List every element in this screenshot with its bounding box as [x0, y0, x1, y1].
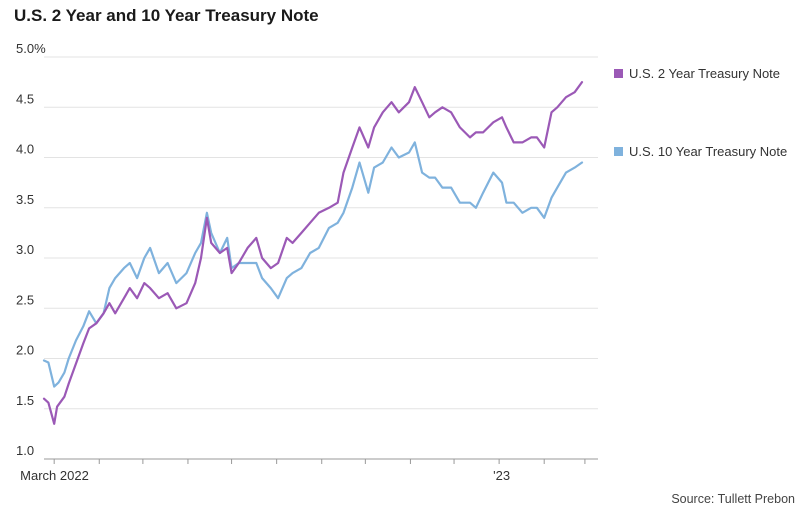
legend-swatch: [614, 147, 623, 156]
chart-title: U.S. 2 Year and 10 Year Treasury Note: [14, 6, 319, 25]
series-line-10yr: [42, 141, 584, 388]
series-line-2yr: [42, 81, 584, 425]
x-axis: March 2022 '23: [20, 458, 598, 483]
y-tick-label: 5.0%: [16, 41, 46, 56]
x-tick-label: March 2022: [20, 468, 89, 483]
y-tick-label: 1.0: [16, 443, 34, 458]
y-tick-label: 1.5: [16, 393, 34, 408]
y-tick-label: 2.0: [16, 343, 34, 358]
gridlines: [44, 56, 598, 410]
y-tick-label: 3.0: [16, 242, 34, 257]
y-axis-ticks: 1.0 1.5 2.0 2.5 3.0 3.5 4.0 4.5 5.0%: [16, 41, 46, 458]
y-tick-label: 2.5: [16, 292, 34, 307]
legend-label: U.S. 2 Year Treasury Note: [629, 66, 780, 81]
legend-swatch: [614, 69, 623, 78]
y-tick-label: 3.5: [16, 192, 34, 207]
series-lines: [42, 81, 584, 425]
y-tick-label: 4.0: [16, 142, 34, 157]
legend-label: U.S. 10 Year Treasury Note: [629, 144, 787, 159]
source-note: Source: Tullett Prebon: [671, 492, 795, 506]
y-tick-label: 4.5: [16, 91, 34, 106]
legend: U.S. 2 Year Treasury Note U.S. 10 Year Tr…: [614, 66, 787, 159]
x-tick-label: '23: [493, 468, 510, 483]
